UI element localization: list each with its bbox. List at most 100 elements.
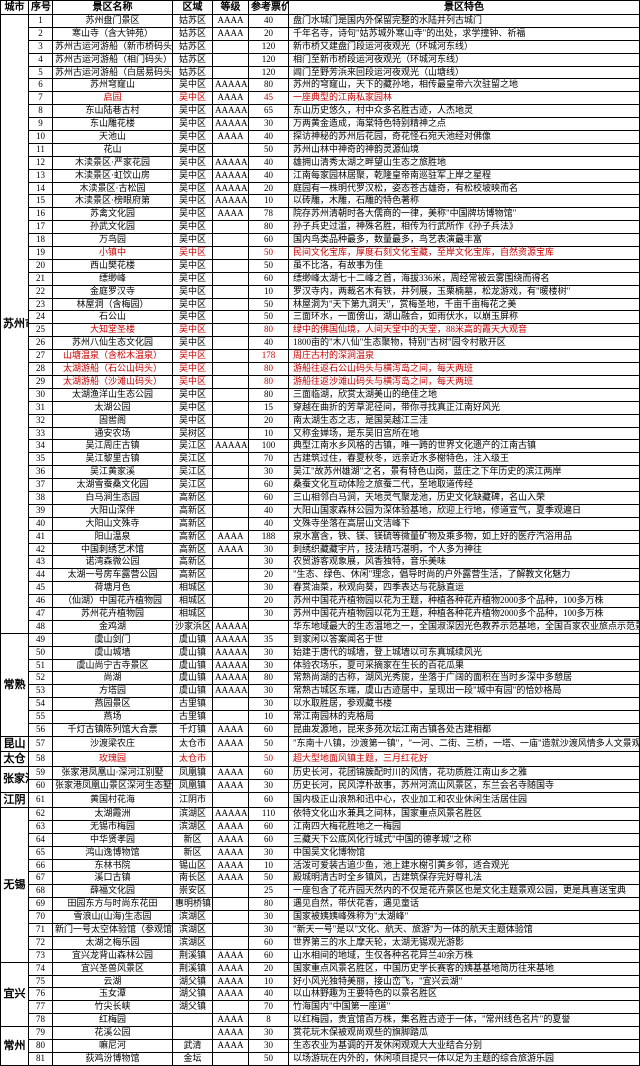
seq-cell: 26 — [29, 337, 53, 350]
name-cell: 中华贤孝园 — [53, 833, 173, 846]
grade-cell — [213, 337, 249, 350]
seq-cell: 54 — [29, 698, 53, 711]
name-cell: 苏州穹窿山 — [53, 79, 173, 92]
area-cell: 吴中区 — [173, 79, 213, 92]
area-cell: 滨湖区 — [173, 923, 213, 936]
grade-cell: AAAA — [213, 723, 249, 736]
city-cell: 常州 — [1, 1027, 29, 1066]
table-row: 15木渎景区·榜眼府第吴中区AAAAA10以砖雕，木雕，石雕的特色著称 — [1, 195, 640, 208]
price-cell: 80 — [249, 221, 289, 234]
grade-cell: AAAAA — [213, 156, 249, 169]
table-row: 8东山陆巷古村吴中区AAAAA65东山历史悠久，村中众多名胜古迹，人杰地灵 — [1, 105, 640, 118]
feature-cell: 常江南园林的克格局 — [289, 711, 640, 724]
name-cell: 太湖雪蚕桑文化园 — [53, 479, 173, 492]
table-row: 71新门一号太空体验馆（参观馆）滨湖区30"新天一号"是以"文化、航天、旅游"为… — [1, 923, 640, 936]
seq-cell: 13 — [29, 169, 53, 182]
area-cell: 崇安区 — [173, 885, 213, 898]
seq-cell: 71 — [29, 923, 53, 936]
price-cell: 10 — [249, 711, 289, 724]
seq-cell: 57 — [29, 736, 53, 751]
feature-cell: 三面临湖，欣赏太湖美山的绝佳之地 — [289, 388, 640, 401]
area-cell: 新区 — [173, 846, 213, 859]
price-cell: 70 — [249, 453, 289, 466]
feature-cell: 苏州的穹窿山，天下的藏孙地，相传最皇帝六次驻留之地 — [289, 79, 640, 92]
table-row: 30太湖渔洋山生态公园吴中区80三面临湖，欣赏太湖美山的绝佳之地 — [1, 388, 640, 401]
seq-cell: 22 — [29, 285, 53, 298]
table-row: 太仓58玫瑰园太仓市50超大型地面风镇主题，三月红花好 — [1, 751, 640, 766]
table-row: 无锡62太湖霞洲滨湖区AAAAA110依特文化山水兼具之间林，国家重点风景名胜区 — [1, 807, 640, 820]
feature-cell: 一座典型的江南私家园林 — [289, 92, 640, 105]
seq-cell: 20 — [29, 259, 53, 272]
area-cell: 高新区 — [173, 530, 213, 543]
area-cell: 虞山镇 — [173, 685, 213, 698]
area-cell: 古里镇 — [173, 698, 213, 711]
seq-cell: 49 — [29, 633, 53, 646]
seq-cell: 19 — [29, 247, 53, 260]
grade-cell — [213, 375, 249, 388]
table-row: 76玉女潭湖父镇AAAA40以山林野趣为王要特色的以景名胜区 — [1, 988, 640, 1001]
table-row: 60张家港凤凰山景区深河生态墅凤凰镇AAAA30历史长河，民风淳朴故事，苏州河流… — [1, 779, 640, 792]
name-cell: 竹尖长峡 — [53, 1001, 173, 1014]
price-cell: 30 — [249, 556, 289, 569]
table-row: 12木渎景区·严家花园吴中区AAAAA40雄拥山清秀太湖之畔望山生态之旅胜地 — [1, 156, 640, 169]
seq-cell: 77 — [29, 1001, 53, 1014]
table-row: 81荻鸡汾博物馆金坛50以场游玩在内外的，休闲项目提只一体以足为主题的综合旅游乐… — [1, 1052, 640, 1065]
price-cell: 35 — [249, 633, 289, 646]
area-cell: 吴中区 — [173, 388, 213, 401]
grade-cell: AAAA — [213, 833, 249, 846]
price-cell: 80 — [249, 79, 289, 92]
name-cell: 天池山 — [53, 131, 173, 144]
area-cell: 吴江区 — [173, 453, 213, 466]
grade-cell — [213, 517, 249, 530]
grade-cell — [213, 751, 249, 766]
table-row: 21缥缈峰吴中区60缥缈峰太湖七十二峰之首，海拔336米，周经常被云雾围绕而得名 — [1, 272, 640, 285]
price-cell: 30 — [249, 607, 289, 620]
seq-cell: 31 — [29, 401, 53, 414]
table-row: 38白马涧生态园高新区60三山相邻白马涧，天地灵气聚龙池，历史文化缺藏碑，名山入… — [1, 491, 640, 504]
header-price: 参考票价 — [249, 1, 289, 15]
area-cell: 虞山镇 — [173, 672, 213, 685]
grade-cell — [213, 453, 249, 466]
name-cell: 阳山温泉 — [53, 530, 173, 543]
price-cell: 20 — [249, 569, 289, 582]
grade-cell: AAAA — [213, 949, 249, 962]
name-cell: 太湖一号房车露营公园 — [53, 569, 173, 582]
name-cell: 宜兴龙背山森林公园 — [53, 949, 173, 962]
price-cell: 120 — [249, 53, 289, 66]
name-cell: 启园 — [53, 92, 173, 105]
area-cell: 吴中区 — [173, 156, 213, 169]
area-cell: 高新区 — [173, 569, 213, 582]
feature-cell: 万两黄金造成，海棠特色特别精神之点 — [289, 118, 640, 131]
table-row: 常州79花溪公园AAAA30赏花玩木保被观尚观些的旗脚踏瓜 — [1, 1027, 640, 1040]
seq-cell: 8 — [29, 105, 53, 118]
grade-cell — [213, 466, 249, 479]
grade-cell — [213, 40, 249, 53]
price-cell: 30 — [249, 118, 289, 131]
price-cell: 30 — [249, 466, 289, 479]
feature-cell: 虽不比洛，有故事为佳 — [289, 259, 640, 272]
seq-cell: 46 — [29, 595, 53, 608]
header-seq: 序号 — [29, 1, 53, 15]
area-cell: 姑苏区 — [173, 15, 213, 28]
price-cell: 60 — [249, 792, 289, 807]
feature-cell: 南太湖生态之志，是国吴越江三洼 — [289, 414, 640, 427]
seq-cell: 52 — [29, 672, 53, 685]
feature-cell: 罗汉寺内，两裁名木有铁，井列展，玉栗楠墓，松龙游戏，有"暖楼树" — [289, 285, 640, 298]
price-cell: 60 — [249, 833, 289, 846]
table-row: 常熟49虞山剑门虞山镇AAAAA35到家闲以答案闻名于世 — [1, 633, 640, 646]
seq-cell: 24 — [29, 311, 53, 324]
table-row: 55燕场古里镇10常江南园林的克格局 — [1, 711, 640, 724]
table-row: 宜兴74宜兴圣兽风景区荆溪镇AAAA20国家重点风景名胜区，中国历史学长赛客的姨… — [1, 962, 640, 975]
feature-cell: 江南每家园林居聚，乾隆皇帝南巡驻军上岸之星程 — [289, 169, 640, 182]
area-cell: 高新区 — [173, 504, 213, 517]
table-row: 77竹尖长峡湖父镇70竹海国内"中国第一座道" — [1, 1001, 640, 1014]
feature-cell: 殿城明清古时全乡镇风，古建筑保存完好尊礼法 — [289, 872, 640, 885]
grade-cell: AAAAA — [213, 672, 249, 685]
area-cell: 凤凰镇 — [173, 767, 213, 780]
area-cell — [173, 1014, 213, 1027]
area-cell: 吴中区 — [173, 105, 213, 118]
area-cell: 姑苏区 — [173, 27, 213, 40]
seq-cell: 66 — [29, 859, 53, 872]
seq-cell: 21 — [29, 272, 53, 285]
grade-cell: AAAA — [213, 92, 249, 105]
